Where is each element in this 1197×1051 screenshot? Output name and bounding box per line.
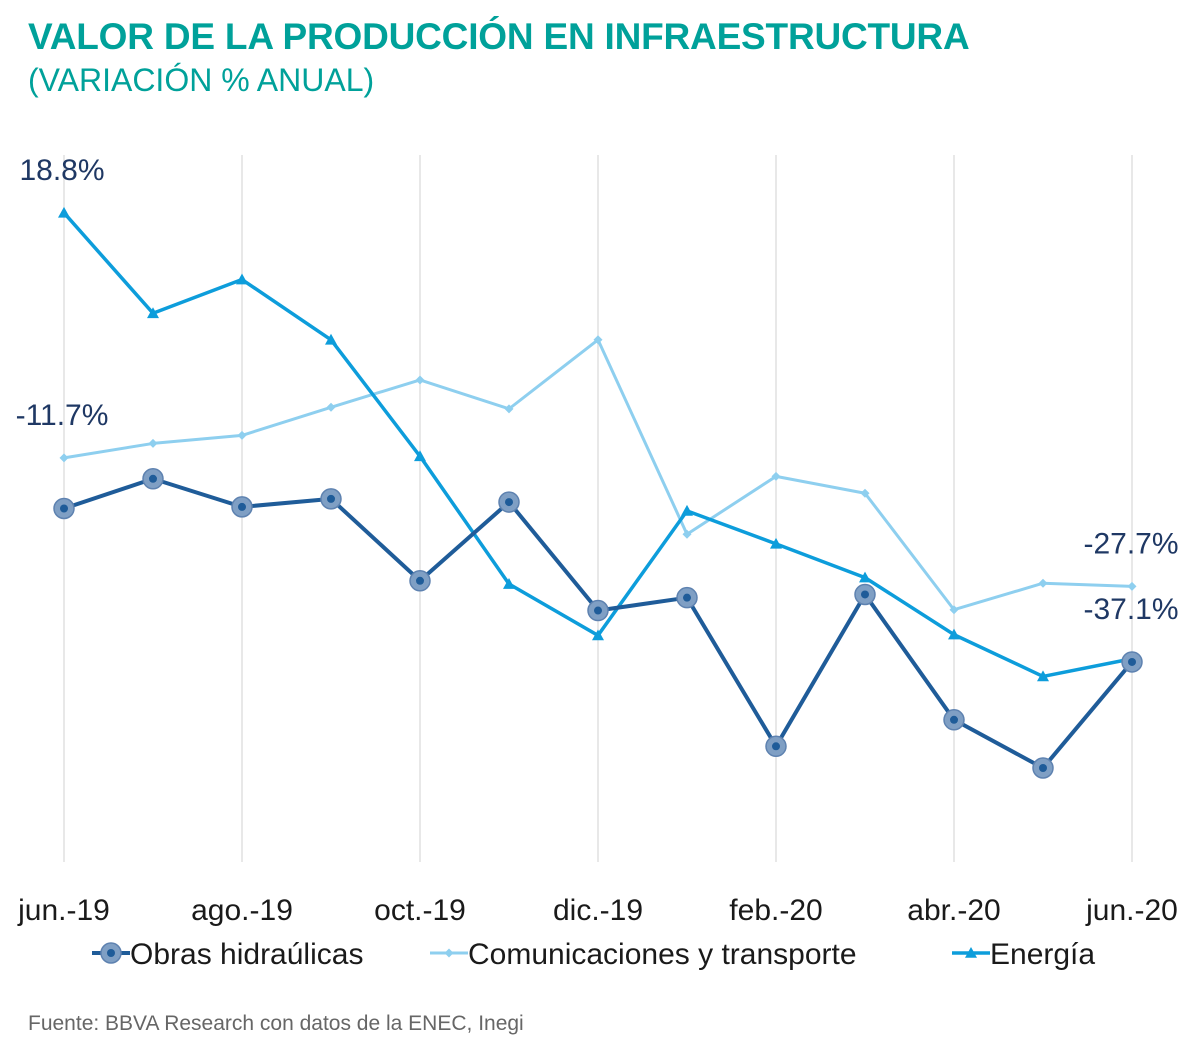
legend-marker-energia bbox=[965, 947, 977, 958]
legend-marker-obras-hidraulicas bbox=[100, 942, 122, 964]
legend-item-energia[interactable]: Energía bbox=[952, 938, 1095, 971]
x-tick-label: oct.-19 bbox=[374, 894, 466, 927]
point-obras-hidraulicas bbox=[498, 491, 520, 513]
point-obras-hidraulicas bbox=[231, 496, 253, 518]
point-energia bbox=[503, 578, 515, 589]
legend-label: Comunicaciones y transporte bbox=[468, 938, 857, 971]
source-note: Fuente: BBVA Research con datos de la EN… bbox=[28, 1012, 524, 1035]
point-comunicaciones-y-transporte bbox=[949, 605, 959, 615]
point-obras-hidraulicas bbox=[409, 570, 431, 592]
series-comunicaciones-y-transporte bbox=[59, 335, 1137, 615]
legend-label: Obras hidraúlicas bbox=[130, 938, 363, 971]
annotations: 18.8% -11.7% -27.7% -37.1% bbox=[16, 154, 1179, 626]
x-tick-label: ago.-19 bbox=[191, 894, 293, 927]
legend-item-comunicaciones-y-transporte[interactable]: Comunicaciones y transporte bbox=[430, 938, 857, 971]
point-obras-hidraulicas bbox=[854, 583, 876, 606]
point-obras-hidraulicas bbox=[943, 709, 965, 731]
data-label-comunicaciones-y-transporte: -27.7% bbox=[1083, 527, 1178, 560]
grid-layer bbox=[63, 155, 1133, 862]
line-chart: jun.-19 ago.-19 oct.-19 dic.-19 feb.-20 abr.-… bbox=[16, 154, 1179, 971]
point-comunicaciones-y-transporte bbox=[504, 404, 514, 414]
point-obras-hidraulicas bbox=[676, 586, 698, 609]
x-tick-label: feb.-20 bbox=[729, 894, 822, 927]
data-label-energia: 18.8% bbox=[19, 154, 104, 187]
legend-marker-comunicaciones-y-transporte bbox=[444, 948, 454, 958]
point-energia bbox=[58, 206, 70, 218]
point-comunicaciones-y-transporte bbox=[59, 453, 69, 463]
point-energia bbox=[859, 571, 871, 583]
point-comunicaciones-y-transporte bbox=[860, 488, 870, 498]
point-comunicaciones-y-transporte bbox=[415, 375, 425, 385]
point-energia bbox=[1037, 670, 1049, 682]
point-energia bbox=[147, 307, 159, 319]
point-energia bbox=[325, 333, 337, 345]
legend-label: Energía bbox=[990, 938, 1095, 971]
point-obras-hidraulicas bbox=[1121, 651, 1143, 673]
point-comunicaciones-y-transporte bbox=[593, 335, 603, 345]
data-label-obras-hidraulicas: -37.1% bbox=[1083, 593, 1178, 626]
data-label-comunicaciones-y-transporte: -11.7% bbox=[16, 399, 109, 432]
point-energia bbox=[681, 504, 693, 516]
point-energia bbox=[236, 273, 248, 285]
point-comunicaciones-y-transporte bbox=[237, 430, 247, 440]
point-comunicaciones-y-transporte bbox=[682, 529, 692, 539]
x-axis: jun.-19 ago.-19 oct.-19 dic.-19 feb.-20 abr.-… bbox=[17, 894, 1178, 927]
x-tick-label: jun.-20 bbox=[1085, 894, 1178, 927]
point-energia bbox=[414, 450, 426, 462]
series-obras-hidraulicas bbox=[53, 468, 1143, 779]
point-energia bbox=[770, 537, 782, 549]
point-comunicaciones-y-transporte bbox=[326, 402, 336, 412]
point-obras-hidraulicas bbox=[765, 735, 787, 758]
point-obras-hidraulicas bbox=[1032, 757, 1054, 779]
legend[interactable]: Obras hidraúlicas Comunicaciones y transp… bbox=[92, 938, 1095, 971]
series-layer bbox=[53, 206, 1143, 779]
legend-item-obras-hidraulicas[interactable]: Obras hidraúlicas bbox=[92, 938, 363, 971]
x-tick-label: abr.-20 bbox=[907, 894, 1000, 927]
chart-title: VALOR DE LA PRODUCCIÓN EN INFRAESTRUCTUR… bbox=[28, 16, 970, 57]
point-comunicaciones-y-transporte bbox=[1127, 581, 1137, 591]
chart-subtitle: (VARIACIÓN % ANUAL) bbox=[28, 62, 375, 98]
point-obras-hidraulicas bbox=[587, 599, 609, 622]
point-obras-hidraulicas bbox=[142, 468, 164, 490]
point-energia bbox=[948, 628, 960, 640]
x-tick-label: dic.-19 bbox=[553, 894, 643, 927]
x-tick-label: jun.-19 bbox=[17, 894, 110, 927]
point-comunicaciones-y-transporte bbox=[148, 438, 158, 448]
point-comunicaciones-y-transporte bbox=[1038, 578, 1048, 588]
point-comunicaciones-y-transporte bbox=[771, 471, 781, 481]
point-energia bbox=[592, 629, 604, 641]
point-obras-hidraulicas bbox=[320, 488, 342, 510]
point-obras-hidraulicas bbox=[53, 497, 75, 520]
